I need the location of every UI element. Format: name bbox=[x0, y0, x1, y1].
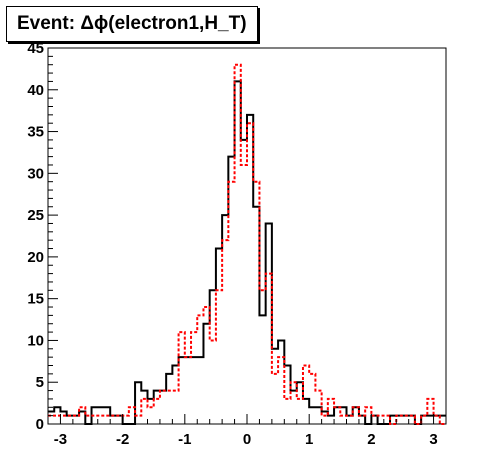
y-tick-label: 5 bbox=[36, 374, 44, 391]
plot-frame bbox=[47, 47, 447, 425]
chart-title: Event: Δϕ(electron1,H_T) bbox=[17, 13, 247, 34]
x-tick-label: 2 bbox=[367, 431, 375, 448]
axis-ticks bbox=[47, 47, 447, 425]
x-tick-label: -2 bbox=[116, 431, 129, 448]
y-tick-label: 0 bbox=[36, 416, 44, 433]
y-tick-label: 10 bbox=[27, 332, 44, 349]
plot-axes bbox=[47, 47, 447, 425]
y-tick-label: 20 bbox=[27, 249, 44, 266]
series-layer bbox=[48, 63, 446, 425]
y-tick-label: 30 bbox=[27, 165, 44, 182]
histogram-series-2 bbox=[48, 63, 446, 425]
y-tick-label: 25 bbox=[27, 207, 44, 224]
y-tick-label: 35 bbox=[27, 124, 44, 141]
y-tick-label: 45 bbox=[27, 40, 44, 57]
x-tick-label: 3 bbox=[429, 431, 437, 448]
x-tick-label: 0 bbox=[243, 431, 251, 448]
chart-title-box: Event: Δϕ(electron1,H_T) bbox=[6, 6, 258, 42]
y-tick-label: 15 bbox=[27, 291, 44, 308]
x-tick-label: -1 bbox=[178, 431, 191, 448]
histogram-series-1 bbox=[48, 80, 446, 425]
y-tick-label: 40 bbox=[27, 82, 44, 99]
axis-tick-labels: 0 5 10 15 20 25 30 35 40 45 -3 -2 -1 0 1 2 3 bbox=[27, 40, 437, 448]
x-tick-label: -3 bbox=[54, 431, 67, 448]
x-tick-label: 1 bbox=[305, 431, 313, 448]
